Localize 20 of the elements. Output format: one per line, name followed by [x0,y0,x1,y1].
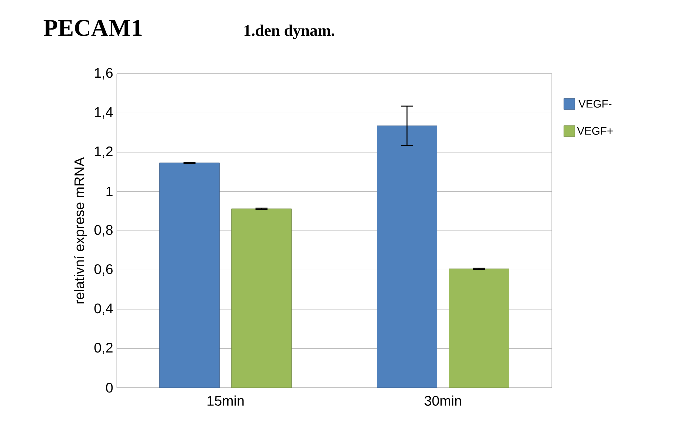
y-tick-label: 0,4 [94,304,114,316]
bar [377,126,438,388]
y-tick-label: 0 [106,383,113,393]
y-tick-label: 1,6 [95,68,113,80]
bar [449,268,510,388]
bar [160,162,220,388]
chart-title: PECAM1 [44,20,142,36]
chart-subtitle: 1.den dynam. [244,24,334,40]
y-tick-label: 1 [106,186,113,197]
legend-label: VEGF+ [577,127,613,136]
y-tick-label: 0,2 [94,342,113,354]
legend-label: VEGF- [578,100,612,108]
y-tick-label: 1,2 [95,146,113,158]
y-tick-label: 0,8 [94,225,113,237]
y-tick-label: 0,6 [94,264,113,276]
x-tick-label: 15min [208,396,244,406]
bar [232,208,292,388]
x-tick-label: 30min [424,396,462,406]
y-axis-title: relativní exprese mRNA [74,157,88,304]
y-tick-label: 1,4 [95,108,114,119]
